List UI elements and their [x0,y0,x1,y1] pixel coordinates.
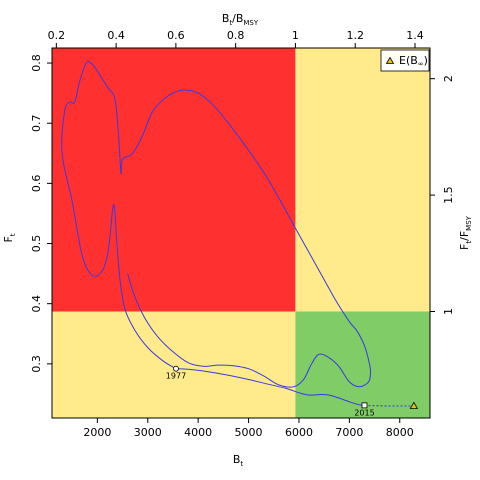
top-tick-label-0.8: 0.8 [227,29,245,42]
x-axis-top: 0.2 0.4 0.6 0.8 1 1.2 1.4 [48,29,424,48]
point-marker-equilibrium [409,401,419,409]
x-tick-label-3000: 3000 [134,426,162,439]
y-tick-label-0.4: 0.4 [30,295,43,313]
right-tick-label-1.5: 1.5 [442,186,455,204]
y-axis-label: Ft [2,233,17,242]
x-tick-label-4000: 4000 [184,426,212,439]
y-axis-left: 0.3 0.4 0.5 0.6 0.7 0.8 [30,54,52,373]
legend-label: E(B∞) [399,54,428,68]
quadrants [52,48,430,418]
y-tick-label-0.5: 0.5 [30,235,43,253]
x-axis-bottom: 2000 3000 4000 5000 6000 7000 8000 [83,417,414,439]
top-tick-label-1: 1 [292,29,299,42]
right-tick-label-2: 2 [442,75,455,82]
point-marker-start [173,365,179,372]
legend-triangle-icon [385,56,395,64]
right-axis-label: Ft/FMSY [458,215,473,250]
y-axis-right: 11.52 [430,75,455,315]
uncertainty-envelope [61,61,372,388]
legend-box [380,49,430,72]
x-tick-label-5000: 5000 [235,426,263,439]
x-axis-label: Bt [233,453,244,468]
quadrant-healthy [295,311,430,418]
trajectory [61,61,414,407]
stock-trajectory-line-1 [175,368,365,406]
y-tick-label-0.3: 0.3 [30,355,43,373]
x-tick-label-6000: 6000 [285,426,313,439]
legend: E(B∞) [380,49,430,72]
top-tick-label-1.4: 1.4 [406,29,424,42]
quadrant-overfished-overfishing [52,48,296,312]
y-tick-label-0.8: 0.8 [30,54,43,72]
x-tick-label-2000: 2000 [83,426,111,439]
point-marker-end [361,402,368,409]
top-tick-label-1.2: 1.2 [346,29,364,42]
top-tick-label-0.2: 0.2 [48,29,66,42]
y-tick-label-0.7: 0.7 [30,114,43,131]
quadrant-overfished [52,311,296,418]
right-tick-label-1: 1 [442,308,455,315]
quadrant-overfishing [295,48,430,312]
point-label-2015: 2015 [354,408,374,417]
top-tick-label-0.4: 0.4 [107,29,125,42]
x-tick-label-7000: 7000 [335,426,363,439]
x-tick-label-8000: 8000 [386,426,414,439]
top-tick-label-0.6: 0.6 [167,29,185,42]
projection-line [364,404,414,407]
top-axis-label: Bt/BMSY [222,12,259,27]
markers: 1977 2015 [166,365,419,417]
y-tick-label-0.6: 0.6 [30,175,43,193]
point-label-1977: 1977 [166,372,186,381]
